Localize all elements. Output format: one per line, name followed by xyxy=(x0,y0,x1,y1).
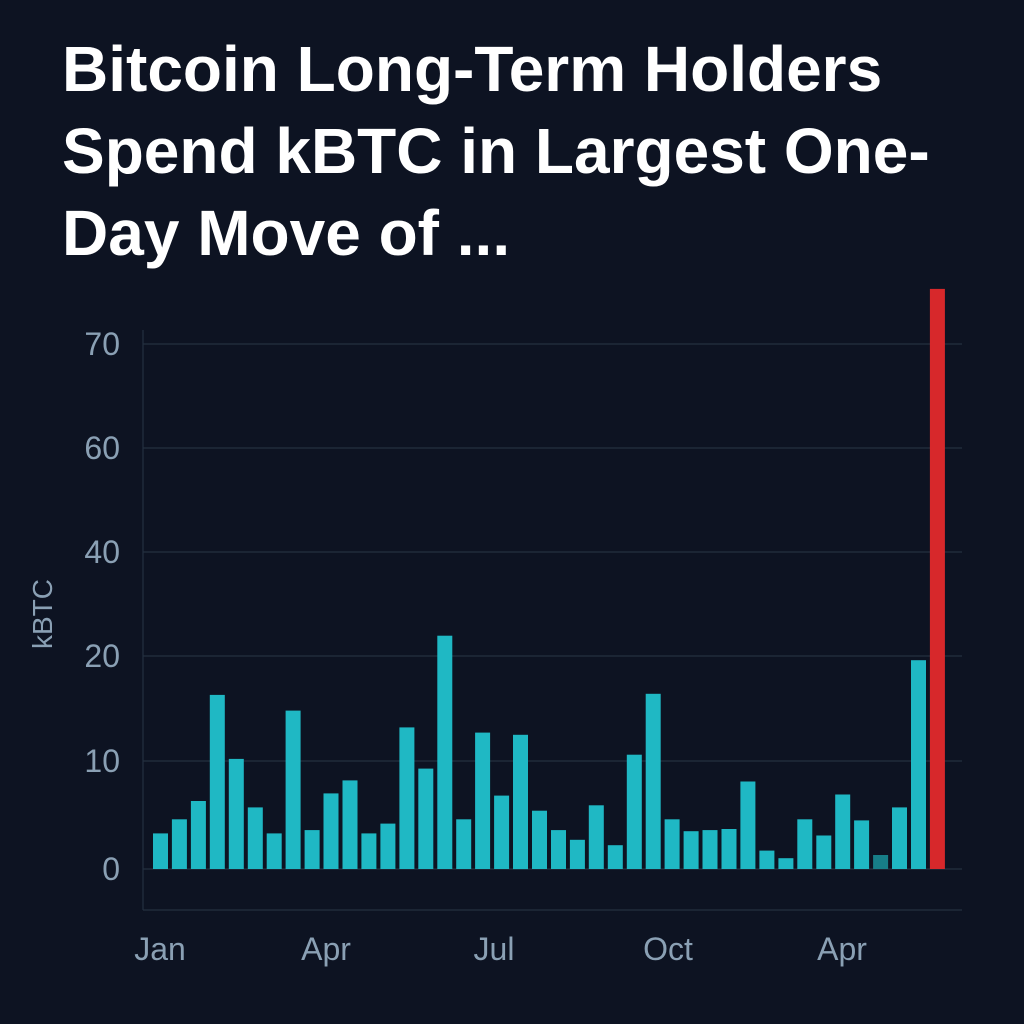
bar xyxy=(456,819,472,869)
bar xyxy=(380,823,396,869)
bar xyxy=(759,850,775,869)
y-tick-label: 20 xyxy=(84,638,120,674)
chart-title: Bitcoin Long-Term Holders Spend kBTC in … xyxy=(62,28,982,274)
bar xyxy=(816,835,832,869)
bar xyxy=(740,781,756,869)
bar xyxy=(475,732,491,869)
y-tick-label: 0 xyxy=(102,851,120,887)
bar xyxy=(513,734,528,870)
x-tick-label: Oct xyxy=(643,931,693,967)
title-line-3: Day Move of ... xyxy=(62,197,511,269)
bar xyxy=(721,829,737,869)
bar xyxy=(171,819,187,869)
y-axis-label: kBTC xyxy=(27,579,58,649)
title-line-1: Bitcoin Long-Term Holders xyxy=(62,33,883,105)
bar xyxy=(645,693,661,869)
x-tick-label: Jul xyxy=(474,931,515,967)
bar xyxy=(854,820,870,869)
bar xyxy=(323,793,339,869)
bar xyxy=(153,833,168,869)
bar xyxy=(437,635,453,869)
bar xyxy=(569,839,585,869)
bar xyxy=(418,768,434,869)
bar xyxy=(551,830,566,869)
bar xyxy=(190,801,206,869)
bar xyxy=(626,754,642,869)
bar xyxy=(797,819,813,869)
bar xyxy=(532,810,547,869)
bars xyxy=(153,288,945,870)
title-line-2: Spend kBTC in Largest One- xyxy=(62,115,930,187)
bar xyxy=(399,727,415,869)
y-tick-label: 40 xyxy=(84,534,120,570)
bar xyxy=(266,833,282,869)
y-tick-label: 70 xyxy=(84,326,120,362)
bar xyxy=(607,845,623,869)
x-axis-tick-labels: Jan Apr Jul Oct Apr xyxy=(134,931,867,967)
x-tick-label: Apr xyxy=(301,931,351,967)
y-axis-tick-labels: 0 10 20 40 60 70 xyxy=(84,326,120,887)
bar xyxy=(683,831,699,869)
bar xyxy=(228,758,244,869)
bar xyxy=(873,855,889,869)
bar xyxy=(911,660,926,869)
bar xyxy=(247,807,263,869)
bar xyxy=(664,819,680,869)
bar xyxy=(342,780,358,869)
bar xyxy=(835,794,851,869)
bar xyxy=(285,710,301,869)
x-tick-label: Apr xyxy=(817,931,867,967)
highlight-bar xyxy=(929,288,945,869)
y-tick-label: 60 xyxy=(84,430,120,466)
x-tick-label: Jan xyxy=(134,931,186,967)
bar xyxy=(892,807,907,869)
bar xyxy=(588,805,604,869)
bar xyxy=(494,795,510,869)
bar xyxy=(209,694,225,869)
bar xyxy=(361,833,377,869)
bar xyxy=(702,830,718,869)
y-tick-label: 10 xyxy=(84,743,120,779)
bar xyxy=(304,830,320,869)
bar xyxy=(778,858,794,869)
